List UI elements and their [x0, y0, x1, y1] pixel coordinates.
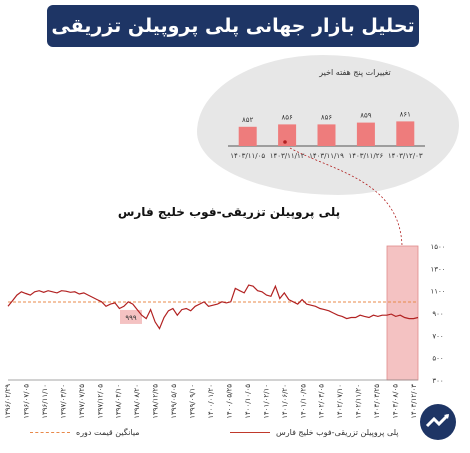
inset-bar-value-label: ۸۵۹	[360, 112, 372, 120]
inset-bar-value-label: ۸۵۶	[321, 113, 333, 121]
inset-x-tick-label: ۱۴۰۳/۱۱/۱۹	[309, 152, 344, 160]
x-tick-label: ۱۳۹۸/۰۴/۱۰	[115, 384, 123, 419]
x-tick-label: ۱۴۰۳/۰۳/۲۵	[373, 384, 381, 419]
legend-swatch-average	[30, 432, 70, 433]
legend-swatch-price	[230, 432, 270, 433]
brand-logo	[420, 404, 456, 440]
average-annotation-box	[120, 309, 142, 324]
x-tick-label: ۱۳۹۶/۱۱/۱۰	[41, 384, 49, 419]
y-tick-label: ۹۰۰	[432, 310, 443, 318]
x-tick-label: ۱۳۹۹/۰۵/۰۵	[170, 384, 178, 419]
x-tick-label: ۱۴۰۱/۰۶/۲۰	[281, 384, 289, 419]
x-tick-label: ۱۳۹۶/۰۷/۰۵	[22, 384, 30, 419]
price-series-line	[7, 284, 419, 330]
inset-bar-value-label: ۸۵۲	[242, 116, 254, 124]
inset-connector-line	[289, 147, 403, 247]
x-tick-label: ۱۳۹۶/۰۲/۲۹	[4, 384, 12, 419]
x-tick-label: ۱۴۰۳/۰۸/۰۵	[392, 384, 400, 419]
x-tick-label: ۱۳۹۷/۱۲/۰۵	[96, 384, 104, 419]
x-tick-label: ۱۳۹۸/۱۲/۲۵	[152, 384, 160, 419]
x-tick-label: ۱۴۰۱/۰۲/۱۰	[262, 384, 270, 419]
y-tick-label: ۱۵۰۰	[430, 243, 445, 251]
inset-bar	[396, 121, 415, 146]
inset-bar	[317, 124, 336, 146]
legend-label-average: میانگین قیمت دوره	[76, 428, 140, 437]
main-chart-title: پلی پروپیلن تزریقی-فوب خلیج فارس	[117, 205, 341, 219]
inset-connector-dot	[283, 140, 287, 144]
page-title: تحلیل بازار جهانی پلی پروپیلن تزریقی	[47, 5, 419, 47]
legend-item-price: پلی پروپیلن تزریقی-فوب خلیج فارس	[230, 428, 398, 437]
inset-chart-title: تغییرات پنج هفته اخیر	[319, 68, 391, 77]
average-annotation-label: ۹۹۹	[125, 314, 137, 322]
x-tick-label: ۱۴۰۰/۱۰/۰۵	[244, 384, 252, 419]
y-tick-label: ۳۰۰	[432, 377, 443, 385]
x-tick-label: ۱۴۰۲/۰۷/۱۰	[336, 384, 344, 419]
y-tick-label: ۱۱۰۰	[430, 288, 445, 296]
y-tick-label: ۷۰۰	[432, 332, 443, 340]
inset-x-tick-label: ۱۴۰۳/۱۱/۰۵	[230, 152, 265, 160]
legend-item-average: میانگین قیمت دوره	[30, 428, 140, 437]
inset-bar	[356, 122, 375, 146]
inset-x-tick-label: ۱۴۰۳/۱۲/۰۳	[388, 152, 423, 160]
x-tick-label: ۱۴۰۰/۰۵/۲۵	[225, 384, 233, 419]
y-tick-label: ۱۳۰۰	[430, 265, 445, 273]
inset-bar-value-label: ۸۵۶	[281, 113, 293, 121]
legend-label-price: پلی پروپیلن تزریقی-فوب خلیج فارس	[276, 428, 399, 437]
inset-x-tick-label: ۱۴۰۳/۱۱/۱۲	[270, 152, 305, 160]
x-tick-label: ۱۴۰۳/۱۲/۰۳	[410, 384, 418, 419]
y-tick-label: ۵۰۰	[432, 355, 443, 363]
recent-period-highlight	[386, 245, 419, 381]
x-tick-label: ۱۴۰۲/۰۳/۰۵	[318, 384, 326, 419]
x-tick-label: ۱۴۰۰/۰۱/۲۰	[207, 384, 215, 419]
x-tick-label: ۱۳۹۸/۰۸/۲۰	[133, 384, 141, 419]
x-tick-label: ۱۳۹۹/۰۹/۱۰	[189, 384, 197, 419]
inset-bar	[238, 126, 257, 146]
inset-bar	[278, 124, 297, 146]
inset-x-tick-label: ۱۴۰۳/۱۱/۲۶	[349, 152, 384, 160]
x-tick-label: ۱۴۰۲/۱۱/۲۰	[355, 384, 363, 419]
x-tick-label: ۱۳۹۷/۰۳/۲۰	[59, 384, 67, 419]
inset-bar-value-label: ۸۶۱	[400, 110, 411, 118]
x-tick-label: ۱۳۹۷/۰۷/۲۵	[78, 384, 86, 419]
x-tick-label: ۱۴۰۱/۱۰/۲۵	[299, 384, 307, 419]
